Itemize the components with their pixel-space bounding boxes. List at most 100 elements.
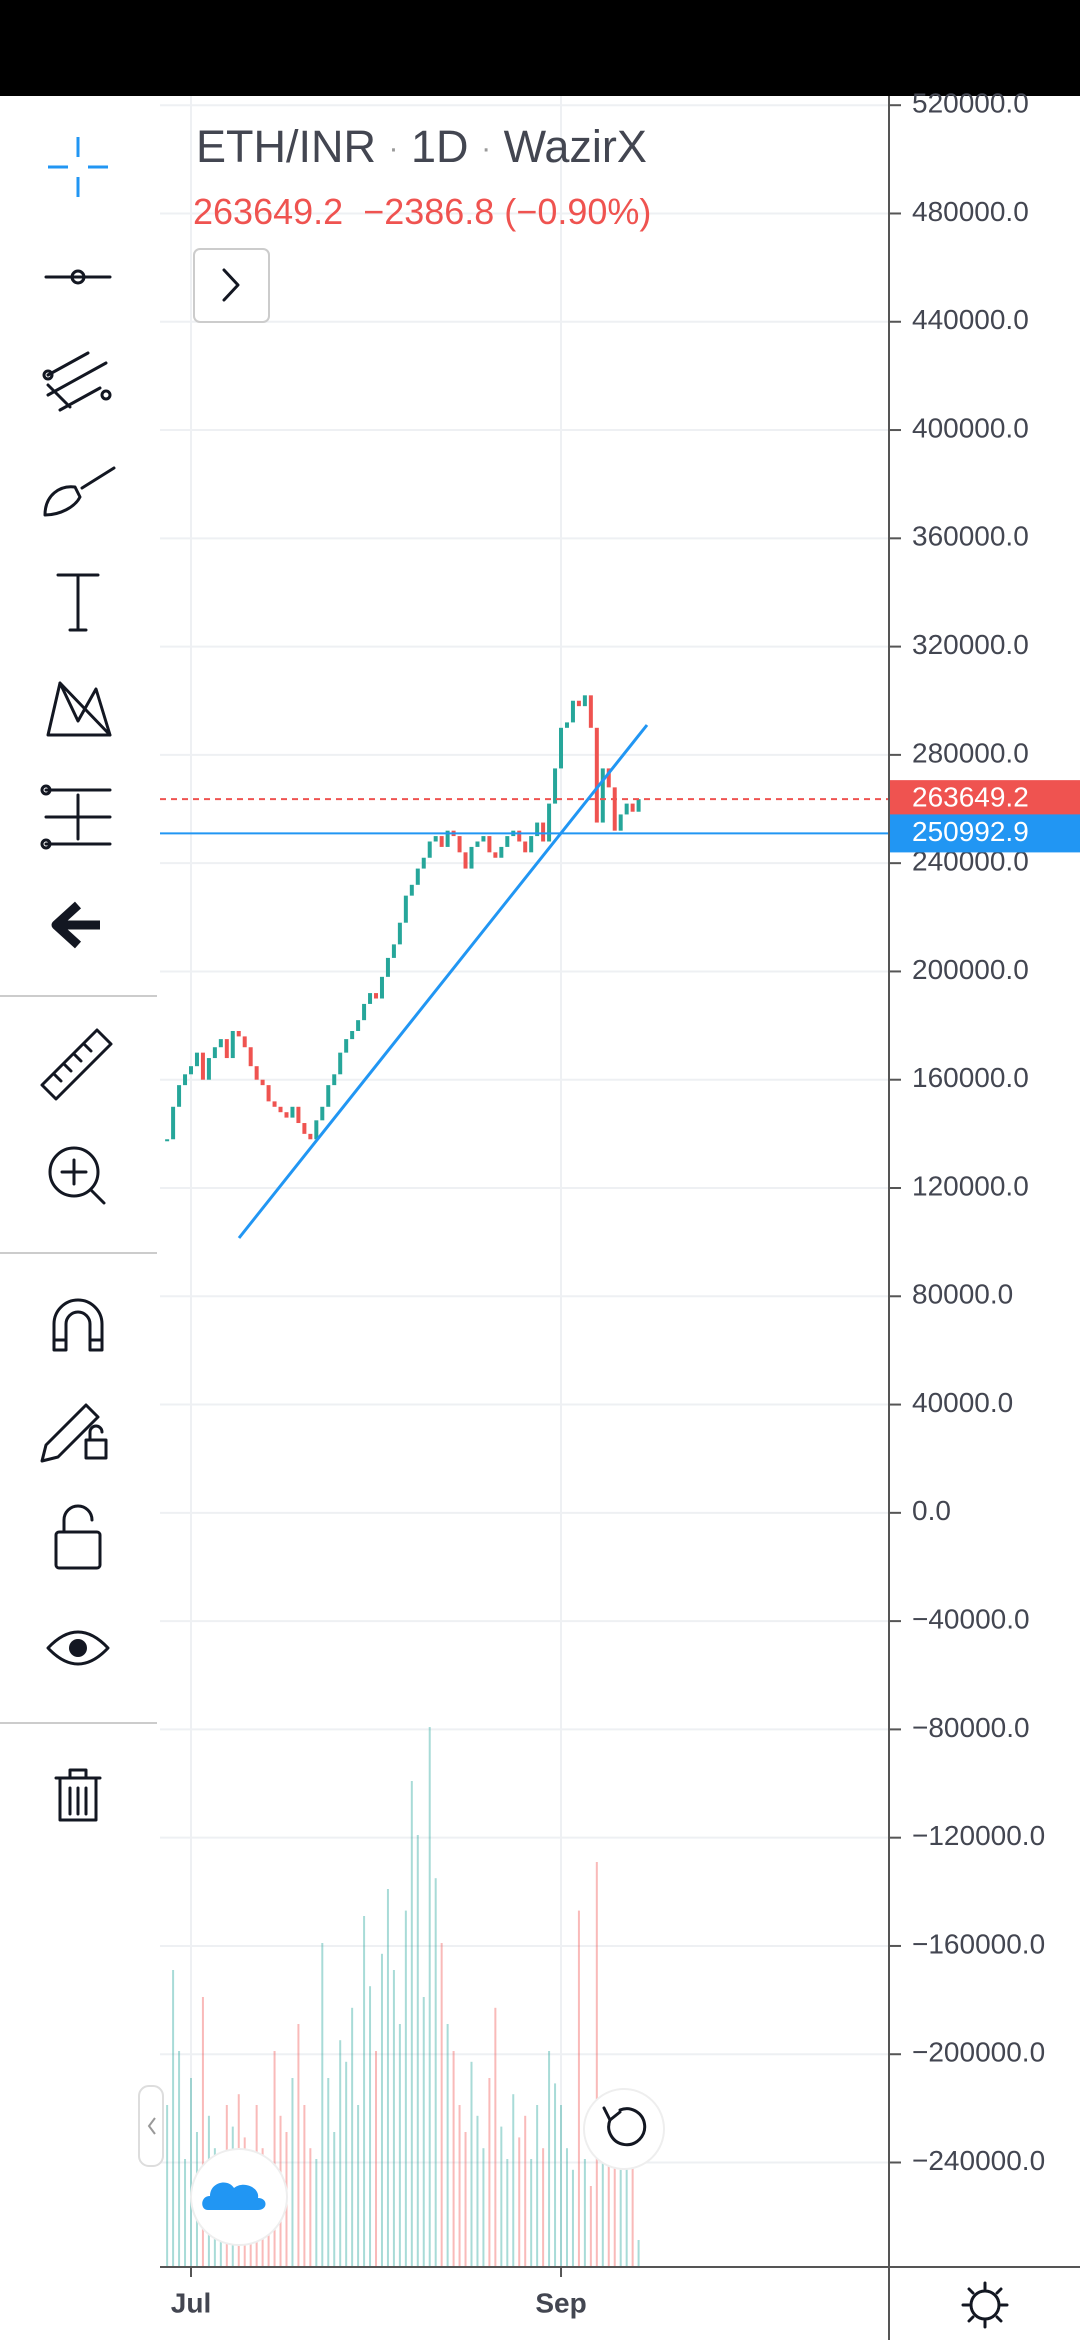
lock-drawing-tool[interactable] [40,1403,108,1463]
volume-bar [601,2105,604,2267]
candle [505,836,510,847]
candle [421,857,426,869]
volume-bar [446,2024,449,2267]
candle [624,803,629,815]
volume-bar [190,2078,192,2267]
pattern-tool[interactable] [46,681,112,737]
price: 263649.2 [193,191,343,232]
y-tick-label: 40000.0 [912,1387,1013,1418]
candle [326,1085,331,1107]
reset-button[interactable] [583,2088,665,2170]
candle [314,1120,319,1140]
y-tick-label: 120000.0 [912,1170,1029,1201]
volume-bar [339,2040,342,2267]
price-label: 263649.2 [912,782,1029,813]
hide-toolbar[interactable] [51,901,100,949]
volume-bar [577,1910,580,2267]
brush-tool[interactable] [43,466,116,517]
x-tick-label: Sep [535,2287,586,2318]
volume-bar [560,2105,563,2267]
candle [457,836,462,853]
candle [362,1003,367,1021]
zoom-tool[interactable] [48,1146,106,1205]
candle [266,1085,271,1102]
trend-line-tool[interactable] [44,269,112,285]
price-label: 250992.9 [912,816,1029,847]
y-tick-label: 200000.0 [912,954,1029,985]
fib-tool[interactable] [42,351,112,412]
candle [403,895,408,923]
volume-bar [565,2148,568,2267]
candle [564,722,569,728]
volume-bar [482,2148,485,2267]
candle [547,803,552,842]
candle [630,803,635,812]
candle [588,695,593,728]
y-tick-label: 400000.0 [912,412,1029,443]
volume-bar [589,2186,592,2267]
prediction-tool[interactable] [40,784,112,850]
crosshair-tool[interactable] [48,137,108,197]
candle [290,1106,295,1118]
candle [165,1139,170,1142]
volume-bar [536,2105,539,2267]
lock-tool[interactable] [54,1504,102,1570]
volume-bar [297,2024,300,2267]
change: −2386.8 (−0.90%) [363,191,651,232]
volume-bar [273,2051,276,2267]
candle [242,1036,247,1048]
volume-bar [631,2132,634,2267]
y-tick-label: 480000.0 [912,196,1029,227]
ruler-tool[interactable] [40,1028,113,1101]
expand-button[interactable] [193,248,270,323]
volume-bar [530,2159,533,2267]
candle [570,700,575,723]
settings-button[interactable] [961,2281,1009,2329]
candle [618,814,623,831]
trend-line[interactable] [237,724,649,1239]
volume-bar [315,2159,318,2267]
candle [535,822,540,837]
volume-bar [554,2083,557,2267]
candle [415,868,420,885]
candle [606,768,611,788]
visibility-tool[interactable] [46,1630,110,1666]
delete-tool[interactable] [54,1768,102,1822]
volume-bar [428,1727,431,2267]
separator: · [481,132,491,165]
candle [272,1101,277,1107]
y-tick-label: 0.0 [912,1495,951,1526]
candle [206,1058,211,1080]
collapse-tab[interactable] [138,2085,164,2167]
candle [332,1074,337,1086]
candle [374,993,379,999]
volume-bar [440,1943,443,2267]
y-tick-label: −80000.0 [912,1712,1030,1743]
volume-bar [488,2078,491,2267]
x-tick-label: Jul [171,2287,211,2318]
magnet-tool[interactable] [52,1298,104,1352]
volume-bar [404,1910,407,2267]
volume-bar [398,2024,401,2267]
cloud-button[interactable] [190,2148,288,2246]
volume-bar [452,2051,455,2267]
candle [499,846,504,858]
volume-bar [571,2169,574,2267]
header-title: ETH/INR · 1D · WazirX [196,121,647,172]
candle [296,1106,301,1124]
volume-bar [518,2137,521,2267]
volume-bar [625,2159,628,2267]
candle [278,1106,283,1113]
y-tick-label: −200000.0 [912,2037,1045,2068]
candle [338,1052,343,1075]
volume-bar [184,2159,187,2267]
y-tick-label: −160000.0 [912,1928,1045,1959]
candle [523,841,528,853]
price-line: 263649.2 −2386.8 (−0.90%) [193,191,651,232]
volume-bar [583,2159,586,2267]
text-tool[interactable] [56,573,100,632]
candle [475,841,480,847]
candle [212,1047,217,1059]
